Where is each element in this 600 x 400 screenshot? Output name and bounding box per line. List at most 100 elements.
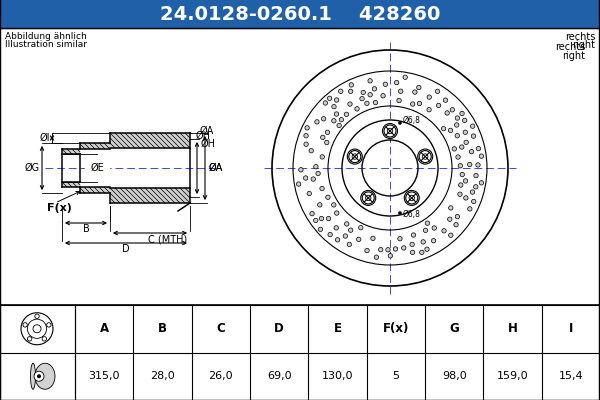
Circle shape <box>472 199 476 204</box>
Text: ØA: ØA <box>200 126 214 136</box>
Circle shape <box>325 130 329 134</box>
Circle shape <box>361 90 365 95</box>
Circle shape <box>479 154 484 158</box>
Circle shape <box>388 254 392 258</box>
Text: rechts: rechts <box>565 32 595 42</box>
Text: C (MTH): C (MTH) <box>148 234 188 244</box>
Circle shape <box>323 101 328 105</box>
Text: 26,0: 26,0 <box>209 371 233 381</box>
Circle shape <box>359 226 363 230</box>
Circle shape <box>454 123 459 127</box>
Circle shape <box>464 140 469 144</box>
Circle shape <box>458 164 463 168</box>
Text: Abbildung ähnlich: Abbildung ähnlich <box>5 32 87 41</box>
Circle shape <box>332 118 336 123</box>
Circle shape <box>328 96 332 100</box>
Text: Ø6,8: Ø6,8 <box>403 210 421 220</box>
Circle shape <box>436 103 441 108</box>
Circle shape <box>410 250 415 254</box>
Text: H: H <box>508 322 517 335</box>
Circle shape <box>473 185 478 189</box>
Text: 28,0: 28,0 <box>150 371 175 381</box>
Circle shape <box>452 147 457 151</box>
Circle shape <box>460 172 464 177</box>
Circle shape <box>309 148 313 153</box>
Circle shape <box>305 126 310 130</box>
Circle shape <box>410 242 415 247</box>
Circle shape <box>470 124 475 128</box>
Circle shape <box>356 237 361 242</box>
Circle shape <box>449 206 453 210</box>
Text: 69,0: 69,0 <box>267 371 292 381</box>
Bar <box>62 149 80 154</box>
Bar <box>0 0 600 28</box>
Circle shape <box>314 164 318 169</box>
Circle shape <box>334 98 339 102</box>
Text: ØA: ØA <box>209 163 223 173</box>
Circle shape <box>307 191 311 196</box>
Circle shape <box>349 228 353 232</box>
Circle shape <box>338 89 343 94</box>
Circle shape <box>454 222 458 227</box>
Text: right: right <box>562 51 585 61</box>
Circle shape <box>332 203 336 207</box>
Bar <box>62 182 80 187</box>
Circle shape <box>361 190 376 206</box>
Text: ØH: ØH <box>196 131 211 141</box>
Text: ØE: ØE <box>90 163 104 173</box>
Circle shape <box>362 192 374 204</box>
Circle shape <box>373 100 377 105</box>
Circle shape <box>365 101 369 106</box>
Text: C: C <box>217 322 225 335</box>
Bar <box>110 188 190 203</box>
Circle shape <box>299 168 303 172</box>
Circle shape <box>334 226 338 230</box>
Circle shape <box>398 89 403 94</box>
Circle shape <box>443 98 448 102</box>
Circle shape <box>343 234 347 238</box>
Circle shape <box>344 222 349 226</box>
Circle shape <box>471 134 476 138</box>
Circle shape <box>304 176 308 180</box>
Text: D: D <box>122 244 130 254</box>
Text: 130,0: 130,0 <box>322 371 353 381</box>
Circle shape <box>328 232 332 237</box>
Circle shape <box>398 121 402 125</box>
Circle shape <box>442 126 446 131</box>
Circle shape <box>421 240 425 244</box>
Circle shape <box>360 96 364 101</box>
Circle shape <box>371 236 375 240</box>
Circle shape <box>455 134 460 138</box>
Circle shape <box>368 92 373 97</box>
Bar <box>0 28 600 305</box>
Circle shape <box>476 163 480 167</box>
Text: F(x): F(x) <box>47 203 72 213</box>
Circle shape <box>344 112 349 116</box>
Circle shape <box>296 182 301 186</box>
Circle shape <box>326 195 330 200</box>
Circle shape <box>337 123 341 128</box>
Circle shape <box>347 149 362 164</box>
Circle shape <box>368 78 372 83</box>
Circle shape <box>460 111 464 116</box>
Circle shape <box>347 242 352 247</box>
Circle shape <box>374 255 379 259</box>
Circle shape <box>448 128 453 132</box>
Circle shape <box>384 125 396 137</box>
Text: A: A <box>100 322 109 335</box>
Circle shape <box>332 104 336 109</box>
Circle shape <box>326 216 331 221</box>
Text: F(x): F(x) <box>383 322 409 335</box>
Bar <box>0 305 600 400</box>
Text: Illustration similar: Illustration similar <box>5 40 87 49</box>
Text: 15,4: 15,4 <box>559 371 583 381</box>
Circle shape <box>458 192 462 196</box>
Text: B: B <box>158 322 167 335</box>
Circle shape <box>316 171 320 176</box>
Circle shape <box>322 117 326 121</box>
Circle shape <box>470 190 475 194</box>
Circle shape <box>315 120 319 124</box>
Circle shape <box>320 155 325 159</box>
Circle shape <box>417 101 422 106</box>
Circle shape <box>319 216 323 221</box>
